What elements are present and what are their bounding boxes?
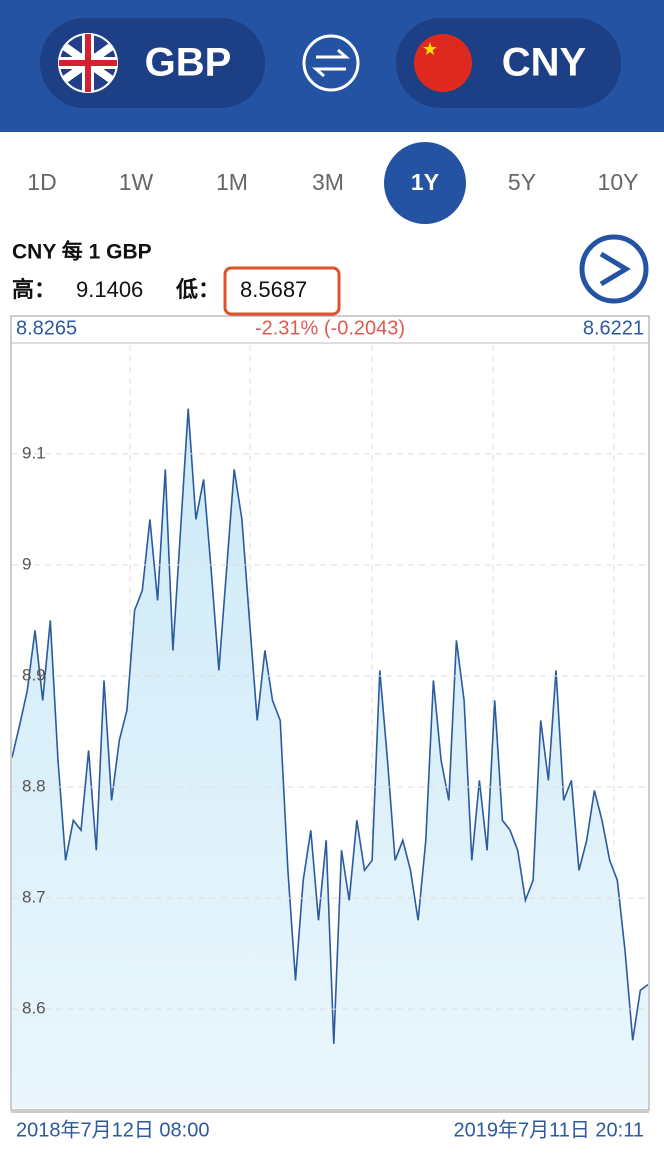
tab[interactable]: 1D (27, 169, 56, 195)
end-value: 8.6221 (583, 317, 644, 339)
high-label: 高： (12, 277, 56, 302)
y-tick-label: 8.8 (22, 777, 46, 796)
tabs: 1D 1W 1M 3M 1Y 5Y 10Y (27, 142, 638, 224)
tab[interactable]: 10Y (598, 169, 639, 195)
tab[interactable]: 5Y (508, 169, 536, 195)
start-date: 2018年7月12日 08:00 (16, 1118, 209, 1141)
low-value: 8.5687 (240, 277, 307, 302)
tab[interactable]: 3M (312, 169, 344, 195)
flag-star: ★ (422, 39, 438, 59)
y-tick-label: 8.9 (22, 665, 46, 684)
from-code: GBP (145, 41, 232, 85)
high-value: 9.1406 (76, 277, 143, 302)
cn-flag (414, 34, 472, 92)
tab[interactable]: 1M (216, 169, 248, 195)
y-tick-label: 8.6 (22, 999, 46, 1018)
swap-button[interactable] (302, 34, 360, 92)
low-label: 低： (175, 277, 220, 302)
end-date: 2019年7月11日 20:11 (454, 1118, 645, 1141)
share-button[interactable] (579, 234, 649, 304)
tab-selected (384, 142, 466, 224)
swap-icon (312, 48, 350, 78)
plot (12, 408, 648, 1108)
share-icon (599, 251, 631, 287)
y-tick-label: 8.7 (22, 888, 46, 907)
tab[interactable]: 1W (119, 169, 154, 195)
area (12, 408, 648, 1108)
price-line (12, 408, 648, 1044)
flag-cross (59, 34, 117, 92)
change: -2.31% (-0.2043) (255, 317, 405, 339)
y-tick-label: 9.1 (22, 443, 46, 462)
start-value: 8.8265 (16, 317, 77, 339)
to-code: CNY (502, 41, 587, 85)
highlight-box (223, 266, 341, 316)
quote-title: CNY 每 1 GBP (12, 240, 152, 264)
y-tick-label: 9 (22, 554, 31, 573)
tab[interactable]: 1Y (411, 169, 439, 195)
chart-frame (10, 315, 650, 1111)
